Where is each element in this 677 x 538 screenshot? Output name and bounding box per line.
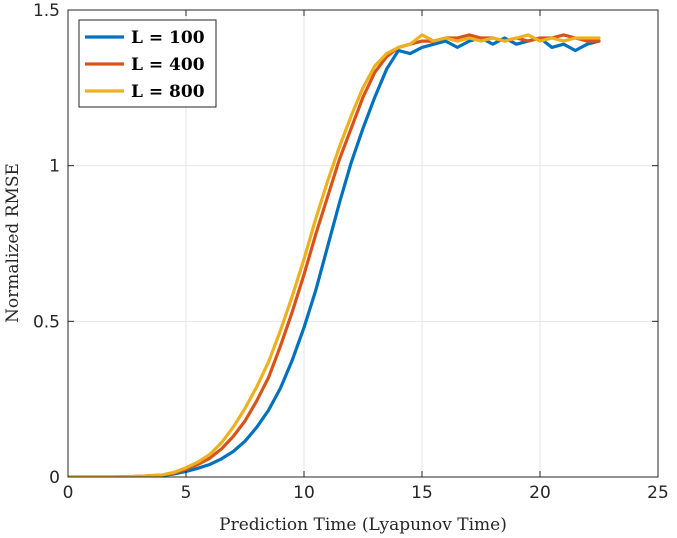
y-tick-label: 0 (49, 468, 60, 488)
y-axis-title: Normalized RMSE (3, 163, 23, 323)
y-tick-label: 0.5 (33, 312, 60, 332)
series-line-3 (68, 33, 601, 477)
legend-label-3: L = 800 (131, 82, 205, 102)
y-tick-label: 1.5 (33, 1, 60, 21)
legend-label-2: L = 400 (131, 55, 205, 75)
x-tick-label: 5 (181, 483, 192, 503)
axes-box (67, 9, 659, 478)
x-tick-label: 10 (293, 483, 315, 503)
y-tick-label: 1 (49, 157, 60, 177)
x-tick-labels: 0 5 10 15 20 25 (63, 483, 669, 503)
series-layer (68, 33, 601, 477)
x-tick-label: 15 (411, 483, 433, 503)
x-tick-label: 25 (647, 483, 669, 503)
y-tick-labels: 0 0.5 1 1.5 (33, 1, 60, 488)
ticks (67, 9, 659, 478)
series-line-2 (68, 33, 601, 477)
x-axis-title: Prediction Time (Lyapunov Time) (219, 515, 507, 535)
x-tick-label: 0 (63, 483, 74, 503)
legend-label-1: L = 100 (131, 28, 205, 48)
x-tick-label: 20 (529, 483, 551, 503)
series-line-1 (68, 36, 601, 477)
legend: L = 100 L = 400 L = 800 (78, 19, 217, 108)
